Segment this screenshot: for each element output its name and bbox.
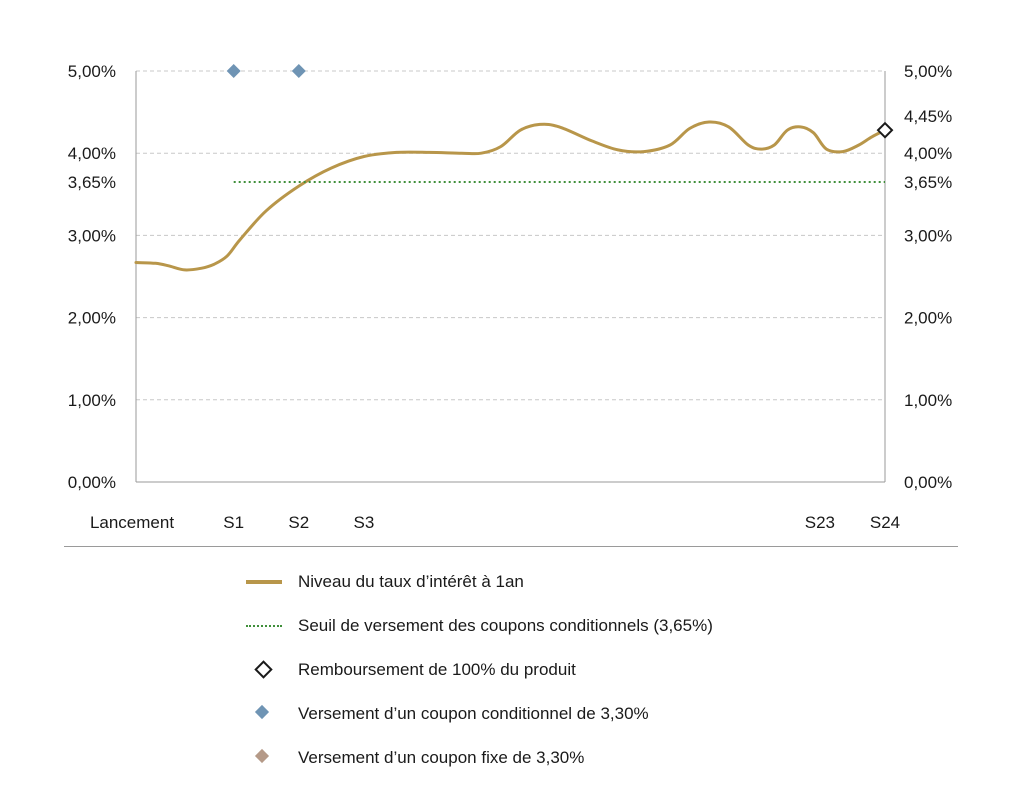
axis-layer [135,71,886,483]
y-tick-label-left: 0,00% [68,473,116,492]
x-tick-label: Lancement [90,513,174,532]
y-tick-label-left: 2,00% [68,309,116,328]
y-tick-label-left: 4,00% [68,144,116,163]
marker-layer [226,64,894,139]
y-tick-label-left: 3,00% [68,226,116,245]
grid-layer [136,70,885,401]
y-tick-label-right: 1,00% [904,391,952,410]
rate-line [134,120,887,272]
legend-item-conditional-coupon: Versement d’un coupon conditionnel de 3,… [240,692,880,736]
legend-divider [64,546,958,547]
y-tick-label-right: 2,00% [904,309,952,328]
legend-label: Remboursement de 100% du produit [298,660,576,679]
coupon-diamond-marker [291,64,306,78]
tan-diamond-icon [240,748,288,768]
x-tick-label: S2 [288,513,309,532]
redemption-diamond-marker [876,121,894,139]
legend-item-threshold: Seuil de versement des coupons condition… [240,604,880,648]
blue-diamond-icon [240,704,288,724]
y-tick-label-right: 3,65% [904,173,952,192]
x-tick-label: S1 [223,513,244,532]
y-tick-label-left: 1,00% [68,391,116,410]
y-tick-label-right: 5,00% [904,62,952,81]
y-tick-label-right: 4,45% [904,107,952,126]
series-layer [134,120,887,272]
legend-item-fixed-coupon: Versement d’un coupon fixe de 3,30% [240,736,880,780]
y-tick-label-right: 0,00% [904,473,952,492]
legend: Niveau du taux d’intérêt à 1an Seuil de … [240,560,880,780]
interest-rate-chart: 0,00% 1,00% 2,00% 3,00% 3,65% 4,00% 5,00% 0,00%… [68,62,952,532]
label-layer: 0,00% 1,00% 2,00% 3,00% 3,65% 4,00% 5,00% 0,00%… [68,62,952,532]
dotted-line-swatch-icon [240,616,288,636]
legend-label: Versement d’un coupon conditionnel de 3,… [298,704,649,723]
y-tick-label-left: 3,65% [68,173,116,192]
legend-label: Seuil de versement des coupons condition… [298,616,713,635]
y-tick-label-right: 4,00% [904,144,952,163]
x-tick-label: S23 [805,513,835,532]
open-diamond-icon [240,660,288,680]
legend-item-rate-line: Niveau du taux d’intérêt à 1an [240,560,880,604]
coupon-diamond-marker [226,64,241,78]
x-tick-label: S3 [354,513,375,532]
line-swatch-icon [240,572,288,592]
x-tick-label: S24 [870,513,900,532]
y-tick-label-right: 3,00% [904,226,952,245]
legend-label: Versement d’un coupon fixe de 3,30% [298,748,585,767]
legend-label: Niveau du taux d’intérêt à 1an [298,572,524,591]
y-tick-label-left: 5,00% [68,62,116,81]
legend-item-redemption: Remboursement de 100% du produit [240,648,880,692]
